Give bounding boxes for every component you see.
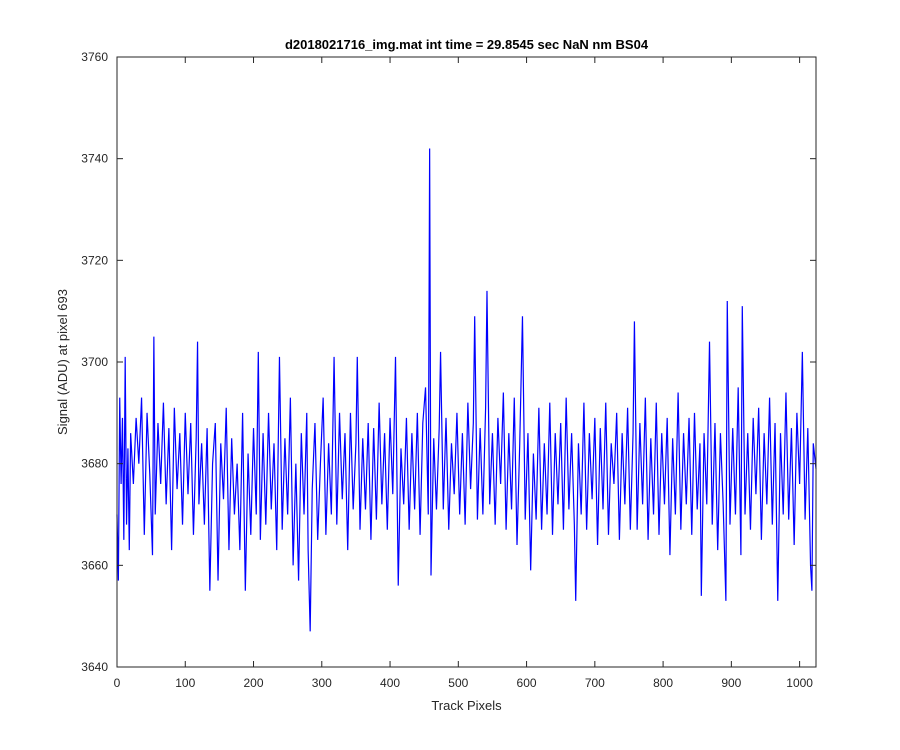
series-layer bbox=[116, 148, 817, 632]
y-tick-label: 3680 bbox=[81, 457, 108, 471]
x-tick-label: 400 bbox=[380, 676, 400, 690]
y-tick-label: 3660 bbox=[81, 558, 108, 572]
y-tick-label: 3700 bbox=[81, 355, 108, 369]
x-tick-label: 300 bbox=[312, 676, 332, 690]
y-tick-label: 3640 bbox=[81, 660, 108, 674]
x-tick-label: 500 bbox=[448, 676, 468, 690]
tick-layer: 0 100 200 300 400 500 600 700 800 900 1000 3640 3660… bbox=[81, 50, 816, 690]
y-axis-label: Signal (ADU) at pixel 693 bbox=[55, 289, 70, 435]
plot-frame bbox=[116, 56, 817, 668]
x-tick-label: 900 bbox=[721, 676, 741, 690]
plot-background bbox=[117, 57, 816, 667]
x-tick-label: 200 bbox=[244, 676, 264, 690]
series-line bbox=[116, 148, 817, 632]
y-tick-label: 3760 bbox=[81, 50, 108, 64]
x-tick-label: 700 bbox=[585, 676, 605, 690]
x-tick-label: 0 bbox=[114, 676, 121, 690]
x-tick-label: 1000 bbox=[786, 676, 813, 690]
x-tick-label: 800 bbox=[653, 676, 673, 690]
x-tick-label: 100 bbox=[175, 676, 195, 690]
chart-title: d2018021716_img.mat int time = 29.8545 s… bbox=[285, 37, 649, 52]
x-axis-label: Track Pixels bbox=[431, 698, 502, 713]
y-tick-label: 3740 bbox=[81, 152, 108, 166]
x-tick-label: 600 bbox=[517, 676, 537, 690]
y-tick-label: 3720 bbox=[81, 253, 108, 267]
